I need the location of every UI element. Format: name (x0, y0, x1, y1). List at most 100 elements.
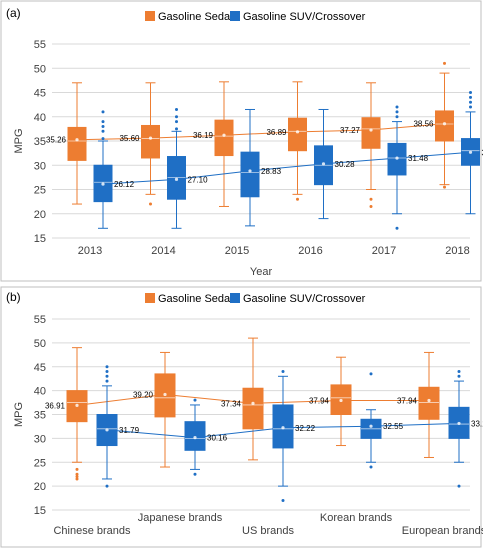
y-tick-label: 15 (34, 505, 46, 517)
legend-entry: Gasoline Sedan (158, 11, 236, 23)
outlier-point (149, 202, 152, 206)
outlier-point (457, 484, 461, 488)
outlier-point (457, 370, 461, 374)
y-tick-label: 30 (34, 160, 46, 172)
box-plot (288, 81, 307, 201)
legend-entry: Gasoline SUV/Crossover (243, 293, 366, 305)
outlier-point (281, 498, 285, 502)
mean-marker (193, 436, 197, 440)
outlier-point (443, 61, 446, 65)
outlier-point (369, 372, 373, 376)
box (242, 387, 264, 430)
outlier-point (101, 137, 105, 141)
outlier-point (105, 374, 109, 378)
mean-marker (222, 133, 226, 137)
outlier-point (101, 110, 105, 114)
box-plot (435, 61, 454, 189)
legend-swatch (230, 293, 240, 303)
outlier-point (369, 204, 373, 208)
x-axis-title: Year (250, 266, 273, 278)
legend-swatch (230, 11, 240, 21)
mean-value-label: 32.22 (295, 424, 316, 433)
outlier-point (101, 124, 105, 128)
outlier-point (469, 95, 472, 99)
y-axis-title: MPG (13, 402, 25, 427)
x-tick-label: 2018 (445, 245, 469, 257)
legend-swatch (145, 11, 155, 21)
x-tick-label: European brands (402, 525, 483, 537)
box-plot (418, 351, 440, 458)
mean-value-label: 36.89 (266, 128, 287, 137)
box-plot (240, 108, 260, 227)
outlier-point (369, 197, 373, 201)
outlier-point (193, 398, 197, 402)
box (67, 126, 87, 161)
box-plot (167, 107, 186, 229)
mean-marker (369, 128, 373, 132)
mean-marker (75, 403, 79, 407)
mean-marker (457, 421, 461, 426)
mean-marker (163, 392, 167, 397)
box-plot (67, 82, 87, 205)
mean-value-label: 31.79 (119, 426, 140, 435)
outlier-point (101, 129, 105, 133)
mean-marker (295, 130, 300, 134)
mean-value-label: 32.55 (383, 422, 404, 431)
box-plot (93, 110, 113, 229)
box-plot (154, 351, 176, 468)
mean-value-label: 37.27 (340, 126, 361, 135)
mean-value-label: 38.56 (413, 120, 434, 129)
mean-marker (395, 156, 399, 160)
x-tick-label: 2014 (151, 245, 175, 257)
y-tick-label: 40 (34, 112, 46, 124)
box-plot (360, 372, 382, 469)
mean-value-label: 37.34 (221, 399, 242, 408)
mean-marker (281, 426, 285, 430)
outlier-point (175, 127, 178, 131)
outlier-point (75, 467, 79, 471)
mean-marker (101, 182, 105, 186)
outlier-point (75, 475, 79, 479)
y-tick-label: 30 (34, 433, 46, 445)
mean-value-label: 33.13 (471, 419, 483, 428)
mean-marker (369, 424, 373, 428)
mean-marker (148, 136, 153, 140)
mean-value-label: 35.60 (119, 134, 140, 143)
box (141, 124, 160, 159)
outlier-point (469, 91, 472, 94)
box-plot (387, 105, 407, 230)
y-tick-label: 45 (34, 362, 46, 374)
outlier-point (395, 115, 399, 119)
chart-panel-b: (b) Gasoline Sedan Gasoline SUV/Crossover 1… (6, 290, 483, 537)
mean-marker (442, 122, 447, 126)
box-plot (214, 81, 234, 207)
mean-marker (248, 169, 252, 173)
outlier-point (281, 370, 285, 374)
outlier-point (105, 379, 109, 383)
outlier-point (105, 370, 109, 374)
mean-marker (339, 398, 343, 403)
x-tick-label: Japanese brands (138, 512, 223, 524)
outlier-point (75, 477, 79, 481)
x-tick-label: Chinese brands (53, 525, 131, 537)
box-plot (66, 347, 88, 481)
panel-label: (a) (6, 6, 21, 20)
mean-value-label: 30.16 (207, 434, 228, 443)
outlier-point (175, 120, 178, 124)
box-plot (96, 365, 118, 488)
outlier-point (457, 374, 461, 378)
mean-value-label: 26.12 (114, 180, 135, 189)
legend-swatch (145, 293, 155, 303)
outlier-point (395, 105, 399, 109)
mean-marker (105, 428, 109, 432)
outlier-point (469, 105, 472, 109)
y-tick-label: 25 (34, 185, 46, 197)
outlier-point (395, 226, 399, 230)
y-tick-label: 50 (34, 338, 46, 350)
mean-value-label: 36.91 (45, 401, 66, 410)
mean-value-label: 32.67 (482, 148, 483, 157)
box-plot (330, 356, 352, 447)
mean-marker (174, 177, 179, 181)
outlier-point (369, 465, 373, 469)
